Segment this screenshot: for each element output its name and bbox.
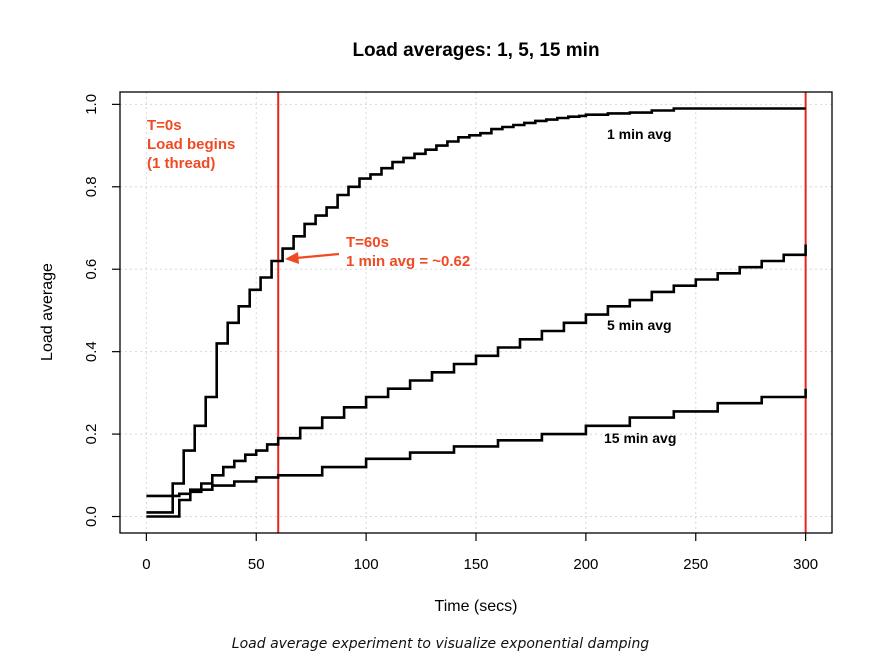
y-axis-ticks: 0.0 0.2 0.4 0.6 0.8 1.0 bbox=[83, 94, 120, 527]
x-tick-label: 0 bbox=[142, 556, 150, 573]
x-tick-label: 150 bbox=[463, 556, 488, 573]
series-label-15min: 15 min avg bbox=[604, 430, 676, 446]
x-axis-ticks: 0 50 100 150 200 250 300 bbox=[142, 533, 818, 573]
series-label-1min: 1 min avg bbox=[607, 126, 672, 142]
reference-lines bbox=[277, 92, 807, 533]
annotation-t60-line1: T=60s bbox=[346, 234, 389, 251]
x-tick-label: 100 bbox=[354, 556, 379, 573]
load-average-chart: Load averages: 1, 5, 15 min 0 50 100 150 200… bbox=[39, 40, 833, 615]
x-tick-label: 250 bbox=[683, 556, 708, 573]
y-tick-label: 0.2 bbox=[83, 424, 100, 445]
annotation-arrow-head bbox=[285, 252, 299, 264]
y-tick-label: 1.0 bbox=[83, 94, 100, 115]
series-line-15min bbox=[146, 388, 807, 498]
y-tick-label: 0.0 bbox=[83, 506, 100, 527]
annotation-start-line1: T=0s bbox=[147, 117, 182, 134]
series-line-1min bbox=[146, 107, 806, 514]
series-lines bbox=[146, 107, 807, 518]
y-tick-label: 0.8 bbox=[83, 176, 100, 197]
x-tick-label: 50 bbox=[248, 556, 265, 573]
annotation-start-line3: (1 thread) bbox=[147, 155, 215, 172]
y-tick-label: 0.4 bbox=[83, 341, 100, 362]
annotation-start-line2: Load begins bbox=[147, 136, 235, 153]
chart-title: Load averages: 1, 5, 15 min bbox=[352, 40, 599, 61]
annotation-t60-line2: 1 min avg = ~0.62 bbox=[346, 253, 470, 270]
x-axis-label: Time (secs) bbox=[435, 598, 518, 615]
x-tick-label: 200 bbox=[573, 556, 598, 573]
y-axis-label: Load average bbox=[39, 263, 56, 361]
annotation-arrow-shaft bbox=[295, 252, 340, 260]
series-line-5min bbox=[146, 244, 807, 518]
y-tick-label: 0.6 bbox=[83, 259, 100, 280]
series-label-5min: 5 min avg bbox=[607, 317, 672, 333]
x-tick-label: 300 bbox=[793, 556, 818, 573]
figure-caption: Load average experiment to visualize exp… bbox=[231, 636, 650, 652]
